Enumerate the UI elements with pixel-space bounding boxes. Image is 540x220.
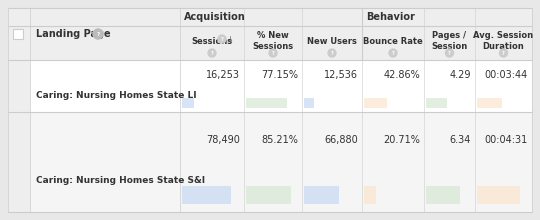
FancyBboxPatch shape [246, 186, 291, 204]
Text: Acquisition: Acquisition [184, 12, 246, 22]
Text: 20.71%: 20.71% [383, 135, 420, 145]
Text: ?: ? [330, 51, 333, 55]
Text: 00:04:31: 00:04:31 [485, 135, 528, 145]
Circle shape [500, 49, 508, 57]
FancyBboxPatch shape [30, 60, 532, 112]
Text: ?: ? [96, 31, 99, 37]
Circle shape [218, 35, 226, 43]
Text: ?: ? [211, 51, 213, 55]
FancyBboxPatch shape [477, 99, 502, 108]
FancyBboxPatch shape [364, 186, 376, 204]
FancyBboxPatch shape [304, 99, 314, 108]
Circle shape [208, 49, 216, 57]
Text: ↓: ↓ [226, 35, 233, 44]
Text: ?: ? [502, 51, 505, 55]
FancyBboxPatch shape [182, 186, 231, 204]
Text: 78,490: 78,490 [206, 135, 240, 145]
Text: % New
Sessions: % New Sessions [252, 31, 294, 51]
FancyBboxPatch shape [304, 186, 339, 204]
FancyBboxPatch shape [426, 186, 460, 204]
Circle shape [93, 29, 103, 39]
Circle shape [328, 49, 336, 57]
FancyBboxPatch shape [364, 99, 387, 108]
Text: Avg. Session
Duration: Avg. Session Duration [474, 31, 534, 51]
Text: Sessions: Sessions [192, 37, 233, 46]
Text: Caring: Nursing Homes State S&I: Caring: Nursing Homes State S&I [36, 176, 205, 185]
Text: 00:03:44: 00:03:44 [485, 70, 528, 80]
Circle shape [269, 49, 277, 57]
FancyBboxPatch shape [426, 99, 447, 108]
Text: 12,536: 12,536 [324, 70, 358, 80]
FancyBboxPatch shape [8, 8, 532, 60]
Text: 16,253: 16,253 [206, 70, 240, 80]
Text: 77.15%: 77.15% [261, 70, 298, 80]
Text: ?: ? [272, 51, 274, 55]
Text: ?: ? [220, 37, 224, 42]
FancyBboxPatch shape [13, 29, 23, 39]
Text: Landing Page: Landing Page [36, 29, 111, 39]
Text: 6.34: 6.34 [450, 135, 471, 145]
Circle shape [446, 49, 454, 57]
Circle shape [389, 49, 397, 57]
Text: 4.29: 4.29 [449, 70, 471, 80]
FancyBboxPatch shape [8, 8, 30, 212]
Text: Bounce Rate: Bounce Rate [363, 37, 423, 46]
Text: 66,880: 66,880 [324, 135, 358, 145]
Text: New Users: New Users [307, 37, 357, 46]
Text: Behavior: Behavior [366, 12, 415, 22]
Text: 42.86%: 42.86% [383, 70, 420, 80]
Text: Pages /
Session: Pages / Session [431, 31, 468, 51]
Text: ?: ? [448, 51, 451, 55]
FancyBboxPatch shape [30, 112, 532, 212]
Text: Caring: Nursing Homes State LI: Caring: Nursing Homes State LI [36, 91, 197, 100]
Text: ?: ? [392, 51, 394, 55]
FancyBboxPatch shape [477, 186, 521, 204]
Text: 85.21%: 85.21% [261, 135, 298, 145]
FancyBboxPatch shape [8, 8, 532, 212]
FancyBboxPatch shape [182, 99, 194, 108]
FancyBboxPatch shape [246, 99, 287, 108]
